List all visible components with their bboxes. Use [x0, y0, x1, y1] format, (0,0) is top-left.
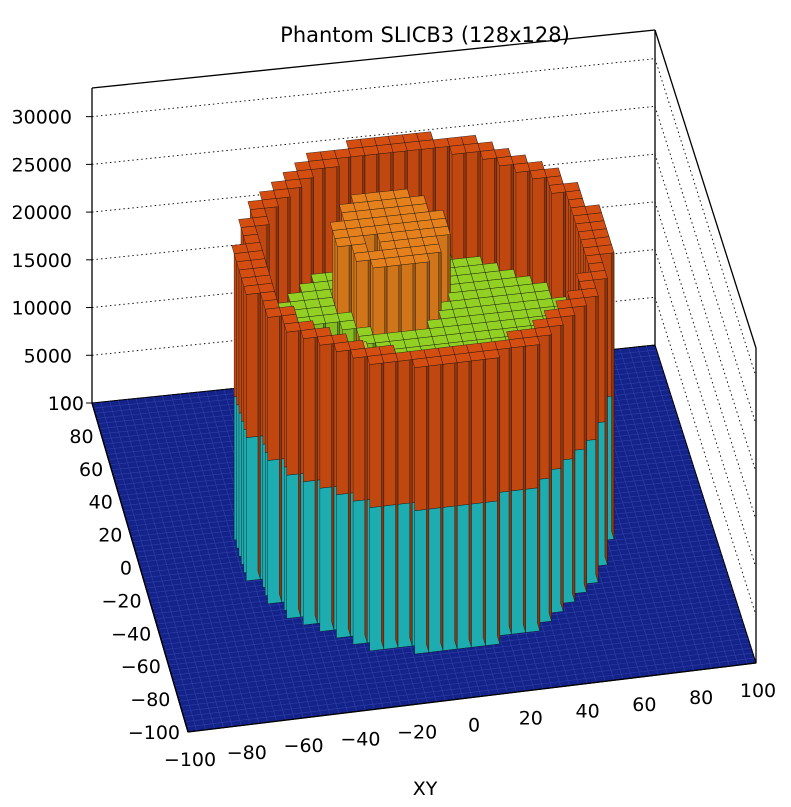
x-tick-label: 80 — [689, 687, 713, 709]
y-tick-label: 80 — [69, 426, 93, 448]
y-tick-label: −40 — [111, 623, 151, 645]
z-tick-label: 10000 — [12, 298, 72, 320]
z-gridline — [654, 106, 757, 425]
floor-gridline — [645, 345, 748, 665]
lego-bar — [350, 348, 368, 645]
x-tick-label: −20 — [397, 721, 437, 743]
x-tick-label: 0 — [468, 715, 480, 737]
z-gridline — [654, 297, 757, 616]
frame-edge — [654, 29, 757, 349]
floor-gridline — [637, 346, 739, 666]
lego-bar — [522, 336, 541, 633]
lego-bar — [333, 341, 351, 639]
y-tick-label: 0 — [120, 558, 132, 580]
floor-gridline — [601, 350, 704, 670]
x-tick-label: 40 — [576, 701, 600, 723]
y-tick-label: −20 — [101, 590, 141, 612]
z-tick-label: 30000 — [12, 107, 72, 129]
lego-bar — [300, 328, 318, 626]
z-gridline — [654, 153, 757, 473]
z-gridlines — [91, 58, 757, 664]
y-axis-ticks: −100 −80 −60 −40 −20 0 20 40 60 80 100 — [48, 393, 180, 744]
frame-edge — [91, 29, 656, 89]
x-tick-label: 20 — [519, 708, 543, 730]
lego-bar — [569, 297, 587, 594]
lego-bar — [454, 352, 472, 650]
frame-edge — [91, 402, 189, 733]
frame-edge — [187, 662, 757, 733]
lego-bar — [366, 354, 385, 652]
floor-gridline — [619, 348, 721, 668]
y-tick-label: 20 — [98, 525, 122, 547]
floor-gridline — [628, 347, 730, 667]
z-tick-label: 20000 — [12, 202, 72, 224]
z-gridline — [654, 344, 757, 664]
z-tick-label: 25000 — [12, 154, 72, 176]
x-tick-label: −40 — [340, 728, 380, 750]
x-tick-label: −100 — [164, 749, 216, 771]
z-axis-ticks: 0 5000 10000 15000 20000 25000 30000 — [12, 107, 92, 415]
lego-bar — [534, 326, 552, 624]
x-tick-label: 100 — [740, 680, 776, 702]
floor-gridline — [610, 349, 712, 669]
z-gridline — [654, 249, 757, 568]
x-tick-label: −60 — [284, 735, 324, 757]
lego-bar — [395, 351, 413, 648]
x-axis-ticks: −100 −80 −60 −40 −20 0 20 40 60 80 100 — [164, 680, 776, 771]
y-tick-label: −100 — [128, 722, 180, 744]
y-tick-label: −80 — [130, 689, 170, 711]
z-tick-label: 0 — [60, 393, 72, 415]
x-tick-label: 60 — [632, 694, 656, 716]
lego-bar — [317, 335, 335, 632]
lego-bar — [508, 337, 526, 635]
lego-bar — [381, 352, 399, 650]
x-tick-label: −80 — [227, 742, 267, 764]
plot-frame — [91, 29, 757, 733]
x-axis-title: XY — [413, 778, 438, 800]
z-tick-label: 5000 — [24, 345, 72, 367]
lego-bar — [440, 354, 458, 651]
lego-bar — [494, 339, 512, 637]
z-gridline — [91, 58, 656, 118]
y-tick-label: 60 — [79, 459, 103, 481]
lego-bar — [468, 350, 486, 648]
z-tick-label: 15000 — [12, 250, 72, 272]
lego-bar — [411, 357, 430, 655]
z-gridline — [654, 201, 757, 520]
lego-bar — [243, 284, 261, 582]
y-tick-label: 100 — [48, 393, 84, 415]
lego-bar — [426, 355, 444, 653]
lego-bars — [231, 131, 615, 655]
chart-title: Phantom SLICB3 (128x128) — [280, 23, 570, 47]
z-gridline — [654, 58, 757, 377]
y-tick-label: 40 — [89, 492, 113, 514]
lego-bar — [264, 307, 283, 605]
lego-bar — [482, 349, 501, 646]
y-tick-label: −60 — [121, 656, 161, 678]
lego-bar — [283, 322, 302, 619]
